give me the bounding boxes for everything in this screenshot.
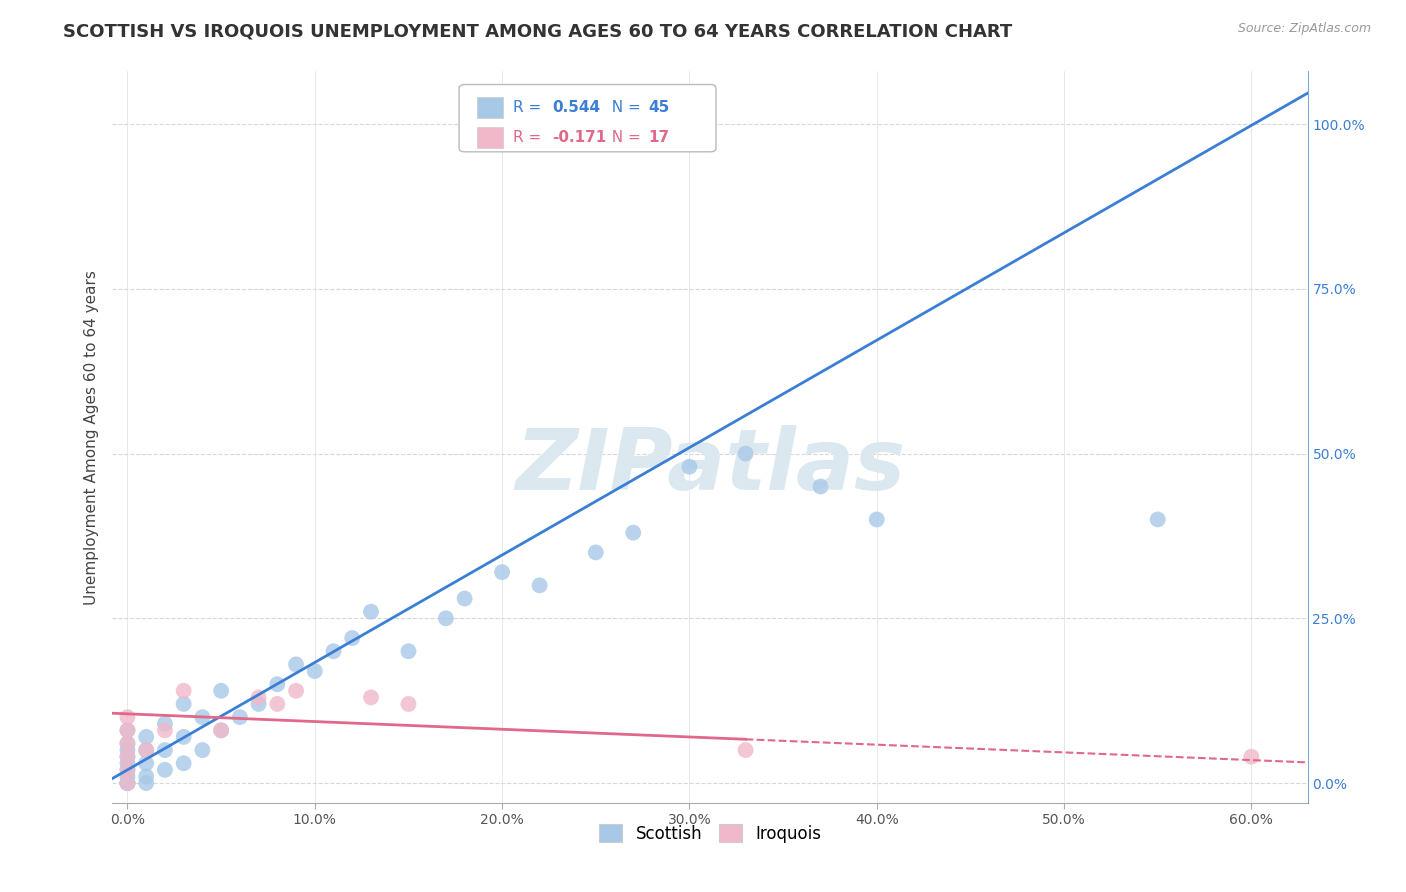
Text: R =: R = <box>513 100 546 115</box>
Point <box>173 683 195 698</box>
Point <box>173 730 195 744</box>
Point <box>360 605 382 619</box>
Point <box>342 631 364 645</box>
FancyBboxPatch shape <box>477 128 503 148</box>
Point <box>153 716 176 731</box>
Point <box>173 756 195 771</box>
Legend: Scottish, Iroquois: Scottish, Iroquois <box>592 817 828 849</box>
Point <box>117 776 139 790</box>
FancyBboxPatch shape <box>458 85 716 152</box>
Point <box>117 749 139 764</box>
Point <box>434 611 457 625</box>
Point <box>117 763 139 777</box>
Point <box>285 683 308 698</box>
Point <box>360 690 382 705</box>
Point <box>285 657 308 672</box>
Point <box>191 710 214 724</box>
Point <box>117 776 139 790</box>
Point <box>209 683 232 698</box>
Point <box>117 769 139 783</box>
Point <box>866 512 889 526</box>
Point <box>117 763 139 777</box>
Point <box>453 591 475 606</box>
Point <box>117 756 139 771</box>
Point <box>117 710 139 724</box>
Point <box>173 697 195 711</box>
Point <box>398 697 420 711</box>
Point <box>135 776 157 790</box>
Point <box>135 756 157 771</box>
Point <box>247 690 270 705</box>
Point <box>153 743 176 757</box>
Point <box>734 446 756 460</box>
Point <box>209 723 232 738</box>
Point <box>678 459 700 474</box>
Point <box>153 763 176 777</box>
Point <box>734 743 756 757</box>
Point <box>322 644 344 658</box>
Text: N =: N = <box>603 100 647 115</box>
Point <box>266 697 288 711</box>
Text: ZIPatlas: ZIPatlas <box>515 425 905 508</box>
Text: 45: 45 <box>648 100 669 115</box>
Point <box>304 664 326 678</box>
Point <box>266 677 288 691</box>
Text: SCOTTISH VS IROQUOIS UNEMPLOYMENT AMONG AGES 60 TO 64 YEARS CORRELATION CHART: SCOTTISH VS IROQUOIS UNEMPLOYMENT AMONG … <box>63 22 1012 40</box>
Point <box>135 743 157 757</box>
Point <box>621 525 644 540</box>
Point <box>117 743 139 757</box>
Point <box>117 723 139 738</box>
Point <box>117 776 139 790</box>
Text: 0.544: 0.544 <box>553 100 600 115</box>
Point <box>810 479 832 493</box>
Point <box>117 749 139 764</box>
Text: N =: N = <box>603 130 647 145</box>
Point <box>117 737 139 751</box>
Point <box>585 545 607 559</box>
Point <box>135 769 157 783</box>
Point <box>529 578 551 592</box>
Point <box>153 723 176 738</box>
Point <box>117 776 139 790</box>
Text: 17: 17 <box>648 130 669 145</box>
Point <box>247 697 270 711</box>
Point <box>229 710 252 724</box>
Point <box>117 723 139 738</box>
Text: R =: R = <box>513 130 546 145</box>
Text: -0.171: -0.171 <box>553 130 606 145</box>
Point <box>191 743 214 757</box>
Point <box>117 737 139 751</box>
Point <box>1240 749 1263 764</box>
Point <box>1146 512 1168 526</box>
Y-axis label: Unemployment Among Ages 60 to 64 years: Unemployment Among Ages 60 to 64 years <box>83 269 98 605</box>
Text: Source: ZipAtlas.com: Source: ZipAtlas.com <box>1237 22 1371 36</box>
Point <box>209 723 232 738</box>
Point <box>398 644 420 658</box>
Point <box>135 730 157 744</box>
Point <box>135 743 157 757</box>
Point <box>491 565 513 579</box>
FancyBboxPatch shape <box>477 97 503 118</box>
